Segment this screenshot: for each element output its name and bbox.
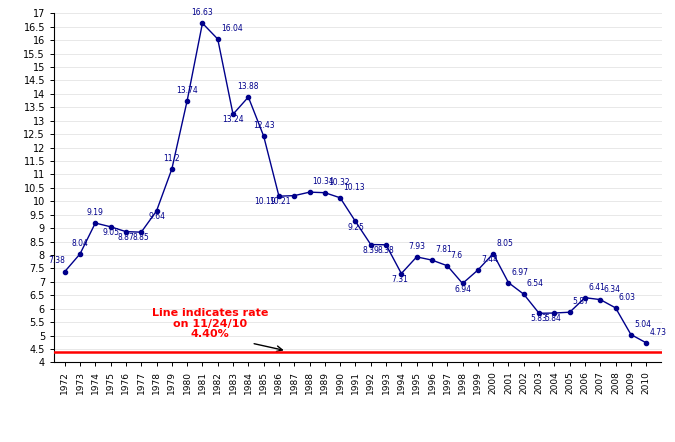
- Text: 5.84: 5.84: [545, 314, 562, 323]
- Text: 12.43: 12.43: [253, 121, 275, 130]
- Text: 10.34: 10.34: [313, 177, 334, 186]
- Text: 6.34: 6.34: [603, 285, 620, 293]
- Text: 10.32: 10.32: [328, 178, 350, 187]
- Text: 8.05: 8.05: [496, 239, 513, 248]
- Text: 6.94: 6.94: [454, 285, 471, 293]
- Text: 13.74: 13.74: [176, 86, 198, 95]
- Text: 5.83: 5.83: [531, 315, 547, 324]
- Text: 6.97: 6.97: [512, 268, 529, 277]
- Text: 8.85: 8.85: [133, 233, 150, 242]
- Text: 10.13: 10.13: [343, 183, 365, 192]
- Text: 16.63: 16.63: [192, 8, 213, 17]
- Text: 4.40%: 4.40%: [191, 329, 230, 339]
- Text: 7.93: 7.93: [408, 242, 425, 251]
- Text: 9.64: 9.64: [148, 212, 165, 221]
- Text: 6.54: 6.54: [527, 279, 544, 288]
- Text: 9.19: 9.19: [87, 208, 104, 217]
- Text: 6.03: 6.03: [619, 293, 636, 302]
- Text: 16.04: 16.04: [221, 24, 242, 33]
- Text: 10.19: 10.19: [254, 198, 276, 206]
- Text: 13.88: 13.88: [238, 82, 259, 91]
- Text: 8.04: 8.04: [72, 239, 88, 248]
- Text: 9.05: 9.05: [102, 228, 119, 237]
- Text: 11.2: 11.2: [163, 154, 180, 163]
- Text: 9.25: 9.25: [347, 223, 364, 232]
- Text: 8.39: 8.39: [362, 246, 379, 255]
- Text: 7.38: 7.38: [48, 256, 65, 265]
- Text: 10.21: 10.21: [270, 197, 291, 206]
- Text: 5.04: 5.04: [634, 320, 651, 328]
- Text: 13.24: 13.24: [222, 115, 244, 125]
- Text: 7.31: 7.31: [392, 275, 408, 284]
- Text: 5.87: 5.87: [573, 297, 590, 306]
- Text: 7.44: 7.44: [481, 255, 498, 264]
- Text: 7.81: 7.81: [435, 245, 452, 254]
- Text: Line indicates rate: Line indicates rate: [152, 308, 268, 318]
- Text: 8.87: 8.87: [117, 233, 134, 242]
- Text: 7.6: 7.6: [450, 251, 462, 260]
- Text: 6.41: 6.41: [588, 283, 605, 292]
- Text: 8.38: 8.38: [378, 246, 394, 255]
- Text: on 11/24/10: on 11/24/10: [173, 319, 247, 329]
- Text: 4.73: 4.73: [649, 328, 666, 337]
